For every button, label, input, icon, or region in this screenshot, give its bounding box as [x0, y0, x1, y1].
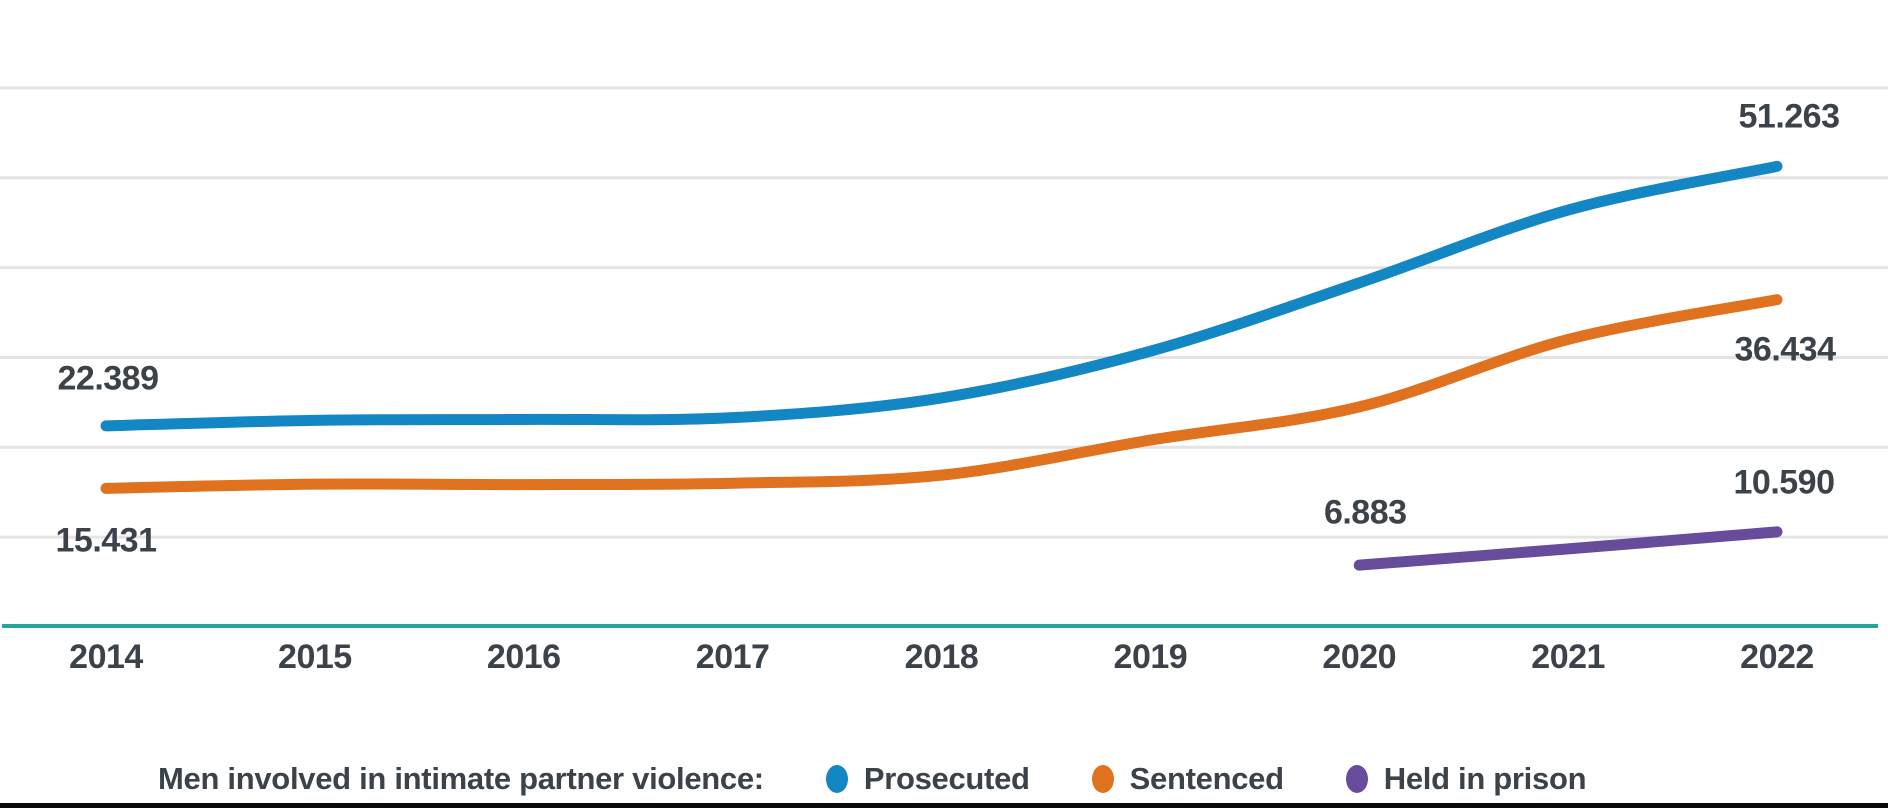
series-line-sentenced: [100, 294, 1783, 494]
legend-item-held-in-prison: Held in prison: [1345, 761, 1587, 797]
data-label-last-prosecuted: 51.263: [1738, 97, 1841, 136]
data-label-first-held-in-prison: 6.883: [1323, 493, 1407, 532]
legend-item-sentenced: Sentenced: [1091, 761, 1284, 797]
legend-item-prosecuted: Prosecuted: [825, 761, 1030, 797]
data-label-last-held-in-prison: 10.590: [1733, 463, 1836, 502]
legend-item-label: Sentenced: [1129, 761, 1284, 796]
legend-title: Men involved in intimate partner violenc…: [158, 761, 764, 796]
x-tick-label-2014: 2014: [69, 638, 143, 676]
legend-item-label: Held in prison: [1383, 761, 1587, 796]
x-tick-label-2017: 2017: [695, 638, 770, 676]
data-label-first-prosecuted: 22.389: [57, 359, 160, 398]
x-tick-label-2016: 2016: [486, 638, 561, 676]
legend-dot-icon: [825, 765, 848, 793]
x-tick-label-2022: 2022: [1740, 638, 1814, 676]
series-line-prosecuted: [100, 160, 1783, 432]
x-tick-label-2020: 2020: [1322, 638, 1397, 676]
legend-item-label: Prosecuted: [863, 761, 1030, 796]
x-tick-label-2015: 2015: [278, 638, 352, 676]
data-label-last-sentenced: 36.434: [1734, 330, 1837, 369]
x-tick-label-2018: 2018: [904, 638, 979, 676]
legend-dot-icon: [1091, 765, 1114, 793]
bottom-border-line: [0, 803, 1888, 808]
series-line-held-in-prison: [1353, 526, 1783, 571]
legend-items: Prosecuted Sentenced Held in prison: [825, 761, 1587, 797]
x-tick-label-2021: 2021: [1531, 638, 1605, 676]
legend-dot-icon: [1345, 765, 1368, 793]
data-label-first-sentenced: 15.431: [55, 521, 158, 560]
x-tick-label-2019: 2019: [1113, 638, 1188, 676]
legend: Men involved in intimate partner violenc…: [158, 756, 1587, 802]
